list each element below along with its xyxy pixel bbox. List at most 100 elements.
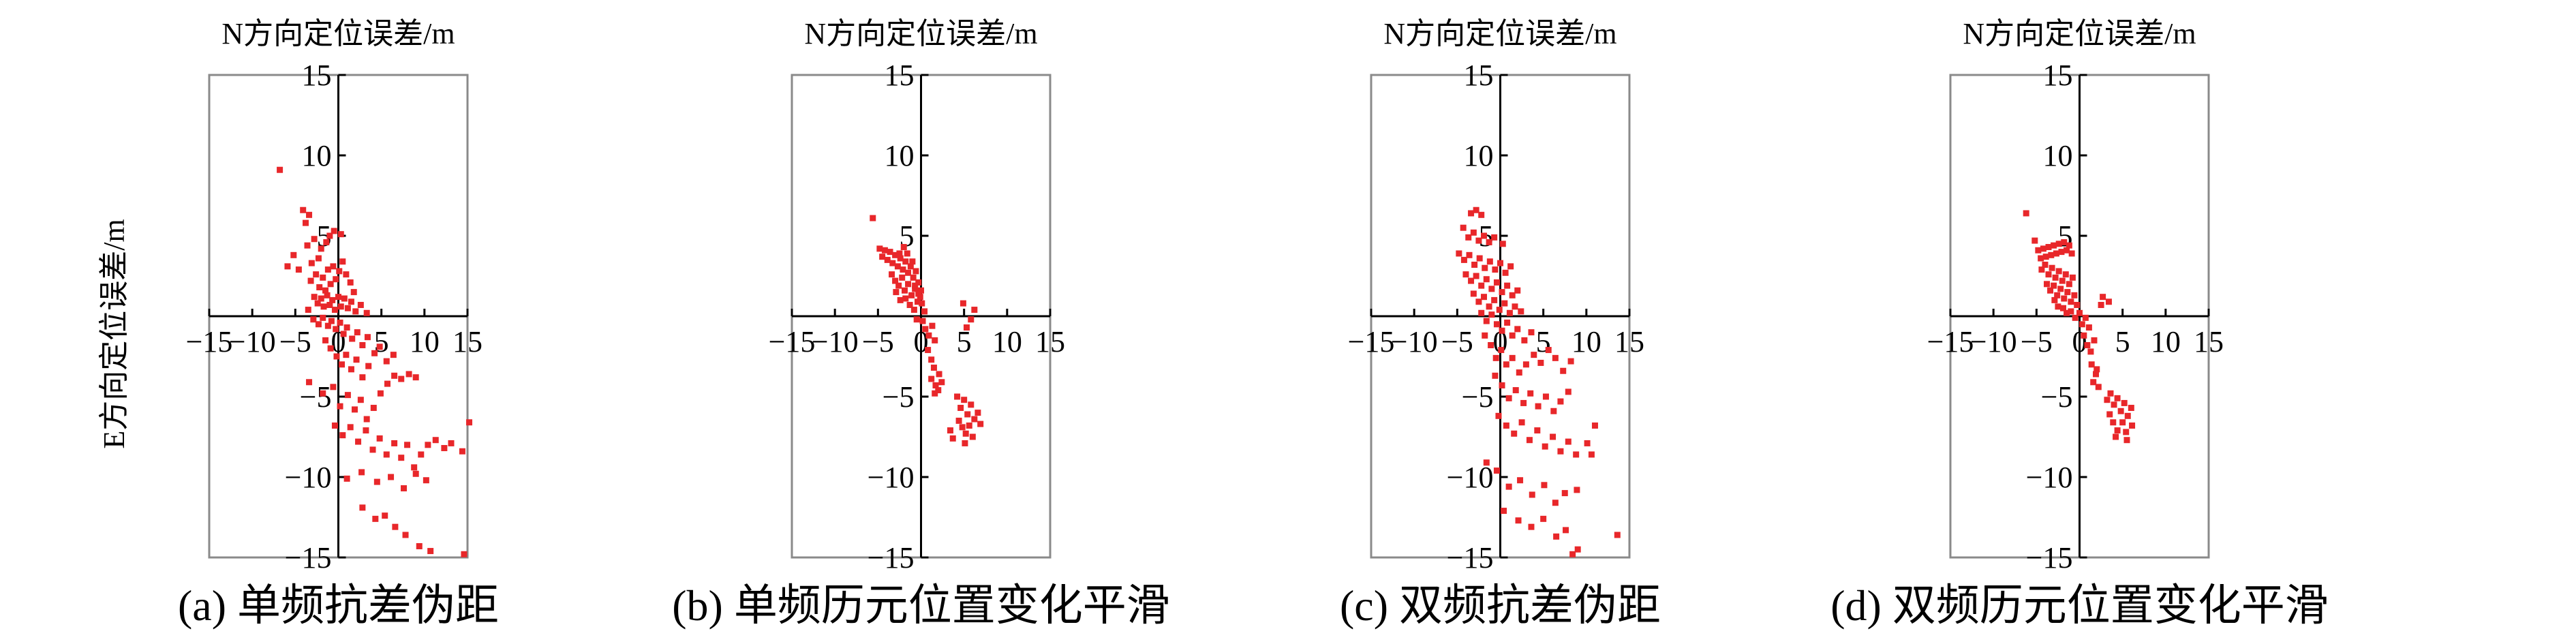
scatter-point (1486, 239, 1492, 245)
scatter-point (354, 329, 361, 336)
scatter-point (893, 289, 900, 296)
scatter-point (341, 295, 348, 302)
y-axis-label: E方向定位误差/m (97, 219, 131, 448)
scatter-point (384, 380, 391, 387)
scatter-point (390, 352, 397, 358)
scatter-point (373, 478, 380, 485)
scatter-point (1529, 491, 1535, 498)
scatter-point (441, 445, 448, 452)
scatter-point (915, 290, 922, 297)
scatter-point (337, 231, 344, 238)
scatter-point (1465, 234, 1472, 241)
scatter-point (925, 332, 932, 339)
scatter-point (904, 250, 910, 257)
scatter-point (1491, 296, 1498, 303)
scatter-point (1567, 358, 1574, 365)
scatter-point (2051, 242, 2057, 249)
scatter-point (910, 307, 917, 313)
y-tick-label: 15 (885, 59, 915, 92)
x-tick-label: −15 (1927, 325, 1974, 358)
scatter-point (1591, 422, 1598, 429)
scatter-point (2064, 309, 2070, 316)
scatter-point (1483, 318, 1490, 324)
scatter-point (398, 375, 405, 382)
scatter-point (910, 274, 917, 281)
scatter-point (1517, 477, 1524, 484)
scatter-point (1492, 354, 1499, 361)
scatter-point (404, 442, 411, 448)
scatter-point (2045, 244, 2052, 251)
scatter-point (907, 263, 914, 270)
scatter-point (2123, 437, 2130, 444)
scatter-point (1486, 258, 1493, 265)
scatter-point (1473, 206, 1479, 213)
scatter-point (1475, 298, 1482, 305)
plot-title: N方向定位误差/m (804, 17, 1037, 50)
scatter-point (1574, 487, 1580, 493)
scatter-point (2055, 241, 2062, 247)
scatter-point (1550, 433, 1557, 440)
scatter-point (320, 314, 326, 321)
y-tick-label: 10 (2043, 139, 2073, 172)
scatter-point (906, 301, 913, 308)
scatter-point (1584, 440, 1591, 446)
scatter-point (955, 417, 962, 424)
scatter-point (1614, 532, 1621, 538)
scatter-point (305, 307, 311, 313)
scatter-point (1504, 319, 1511, 326)
scatter-point (315, 255, 322, 262)
scatter-point (1520, 399, 1527, 406)
scatter-point (1488, 311, 1495, 318)
scatter-point (1550, 408, 1557, 414)
y-tick-label: −15 (285, 541, 332, 574)
y-tick-label: −5 (300, 380, 332, 414)
scatter-point (1475, 237, 1482, 244)
panel-caption: (c) 双频抗差伪距 (1340, 581, 1661, 630)
scatter-point (1521, 337, 1528, 343)
scatter-points (1456, 206, 1621, 557)
x-tick-label: −10 (1391, 325, 1438, 358)
scatter-point (2048, 251, 2055, 258)
scatter-point (905, 269, 912, 276)
scatter-point (339, 258, 346, 265)
scatter-point (1565, 388, 1571, 395)
panels: N方向定位误差/m−15−10 −5 0 5 10 1515105−5−10−15(a) … (178, 17, 2329, 630)
scatter-point (459, 448, 465, 455)
scatter-point (402, 532, 409, 538)
scatter-point (359, 504, 366, 511)
scatter-point (900, 266, 906, 273)
scatter-point (2113, 433, 2119, 440)
scatter-point (1499, 327, 1505, 334)
scatter-point (290, 251, 297, 258)
scatter-point (1573, 451, 1580, 458)
scatter-point (398, 455, 405, 461)
scatter-point (879, 254, 886, 260)
scatter-point (372, 515, 379, 522)
scatter-point (333, 353, 340, 360)
scatter-point (1503, 361, 1509, 368)
scatter-point (2043, 281, 2050, 288)
x-tick-label: −15 (186, 325, 233, 358)
scatter-point (391, 372, 398, 379)
scatter-point (1498, 347, 1505, 354)
x-tick-label: 5 (1536, 325, 1551, 358)
scatter-point (1456, 250, 1462, 257)
scatter-point (1565, 438, 1571, 445)
scatter-point (870, 215, 876, 221)
scatter-point (1483, 276, 1490, 283)
y-tick-label: −10 (285, 461, 332, 494)
scatter-point (919, 318, 926, 324)
scatter-point (405, 371, 412, 378)
scatter-point (427, 548, 434, 555)
scatter-point (1541, 482, 1548, 489)
scatter-point (2095, 384, 2102, 390)
scatter-point (1515, 517, 1522, 524)
scatter-point (1528, 523, 1535, 530)
x-tick-label: 5 (957, 325, 972, 358)
scatter-point (358, 469, 365, 476)
scatter-point (918, 287, 924, 294)
scatter-point (935, 387, 942, 394)
scatter-point (1493, 321, 1500, 328)
scatter-point (1534, 427, 1541, 434)
scatter-point (1460, 256, 1467, 263)
